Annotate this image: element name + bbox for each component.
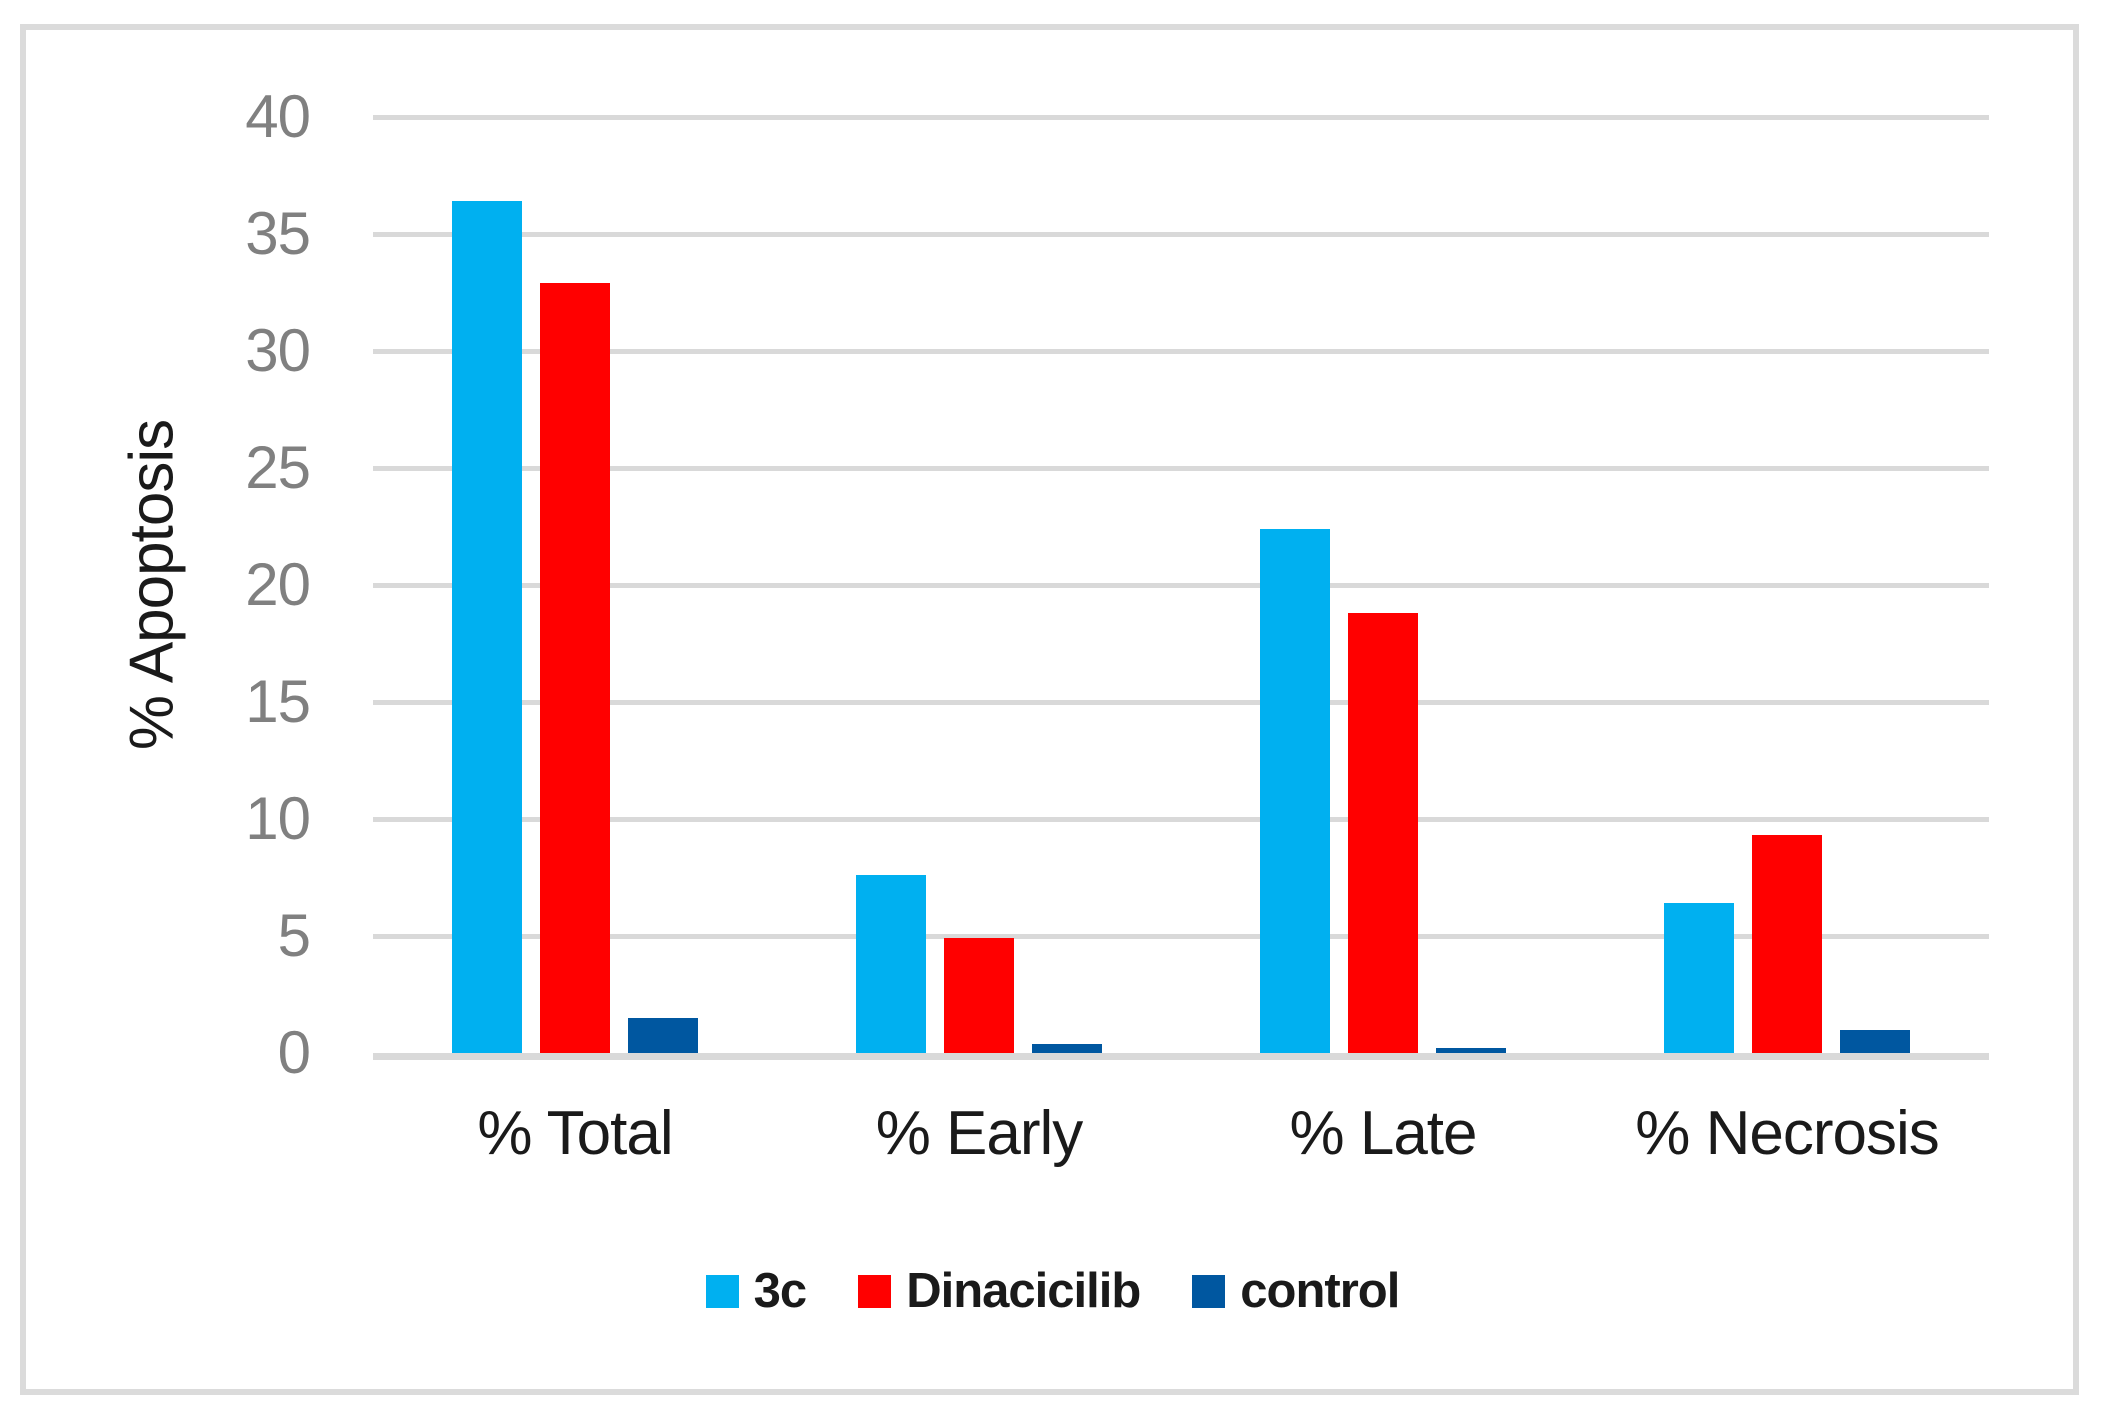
gridline (373, 115, 1989, 120)
bar (1032, 1043, 1102, 1053)
legend-item: control (1192, 1263, 1400, 1319)
y-tick-label: 35 (245, 200, 311, 267)
x-category-label: % Late (1289, 1099, 1477, 1168)
gridline (373, 466, 1989, 471)
y-tick-label: 20 (245, 551, 311, 618)
x-category-label: % Early (875, 1099, 1084, 1168)
x-category-label: % Total (477, 1099, 673, 1168)
bar (856, 875, 926, 1053)
gridline (373, 934, 1989, 939)
gridline (373, 817, 1989, 822)
legend-label: Dinacicilib (906, 1264, 1141, 1318)
bar (1752, 835, 1822, 1053)
x-category-label: % Necrosis (1635, 1099, 1940, 1168)
legend-item: Dinacicilib (858, 1263, 1141, 1319)
y-tick-label: 30 (245, 317, 311, 384)
legend-label: 3c (753, 1264, 808, 1318)
y-tick-label: 10 (245, 785, 311, 852)
bar-group (373, 117, 777, 1053)
y-tick-label: 5 (277, 902, 311, 969)
bar (1664, 903, 1734, 1053)
bar (1260, 528, 1330, 1053)
bar-group (1181, 117, 1585, 1053)
legend-swatch (858, 1274, 892, 1308)
legend-swatch (1192, 1274, 1226, 1308)
bar (944, 938, 1014, 1053)
bar (628, 1017, 698, 1053)
legend-swatch (705, 1274, 739, 1308)
legend-item: 3c (705, 1263, 808, 1319)
x-axis-line (373, 1053, 1989, 1060)
bar (452, 201, 522, 1053)
y-axis-title: % Apoptosis (117, 419, 187, 751)
gridline (373, 583, 1989, 588)
bar (540, 283, 610, 1053)
bar (1436, 1048, 1506, 1053)
gridline (373, 232, 1989, 237)
y-tick-label: 25 (245, 434, 311, 501)
legend: 3c Dinacicilib control (0, 1263, 2105, 1319)
legend-label: control (1240, 1264, 1400, 1318)
bar (1840, 1029, 1910, 1053)
gridline (373, 700, 1989, 705)
plot-area (373, 117, 1989, 1053)
bar-group (777, 117, 1181, 1053)
y-tick-label: 0 (277, 1019, 311, 1086)
y-tick-label: 40 (245, 83, 311, 150)
chart-frame (20, 24, 2079, 1395)
x-axis-category-labels: % Total % Early % Late % Necrosis (373, 1098, 1989, 1169)
gridline (373, 349, 1989, 354)
y-tick-label: 15 (245, 668, 311, 735)
bar (1348, 613, 1418, 1053)
bar-group (1585, 117, 1989, 1053)
